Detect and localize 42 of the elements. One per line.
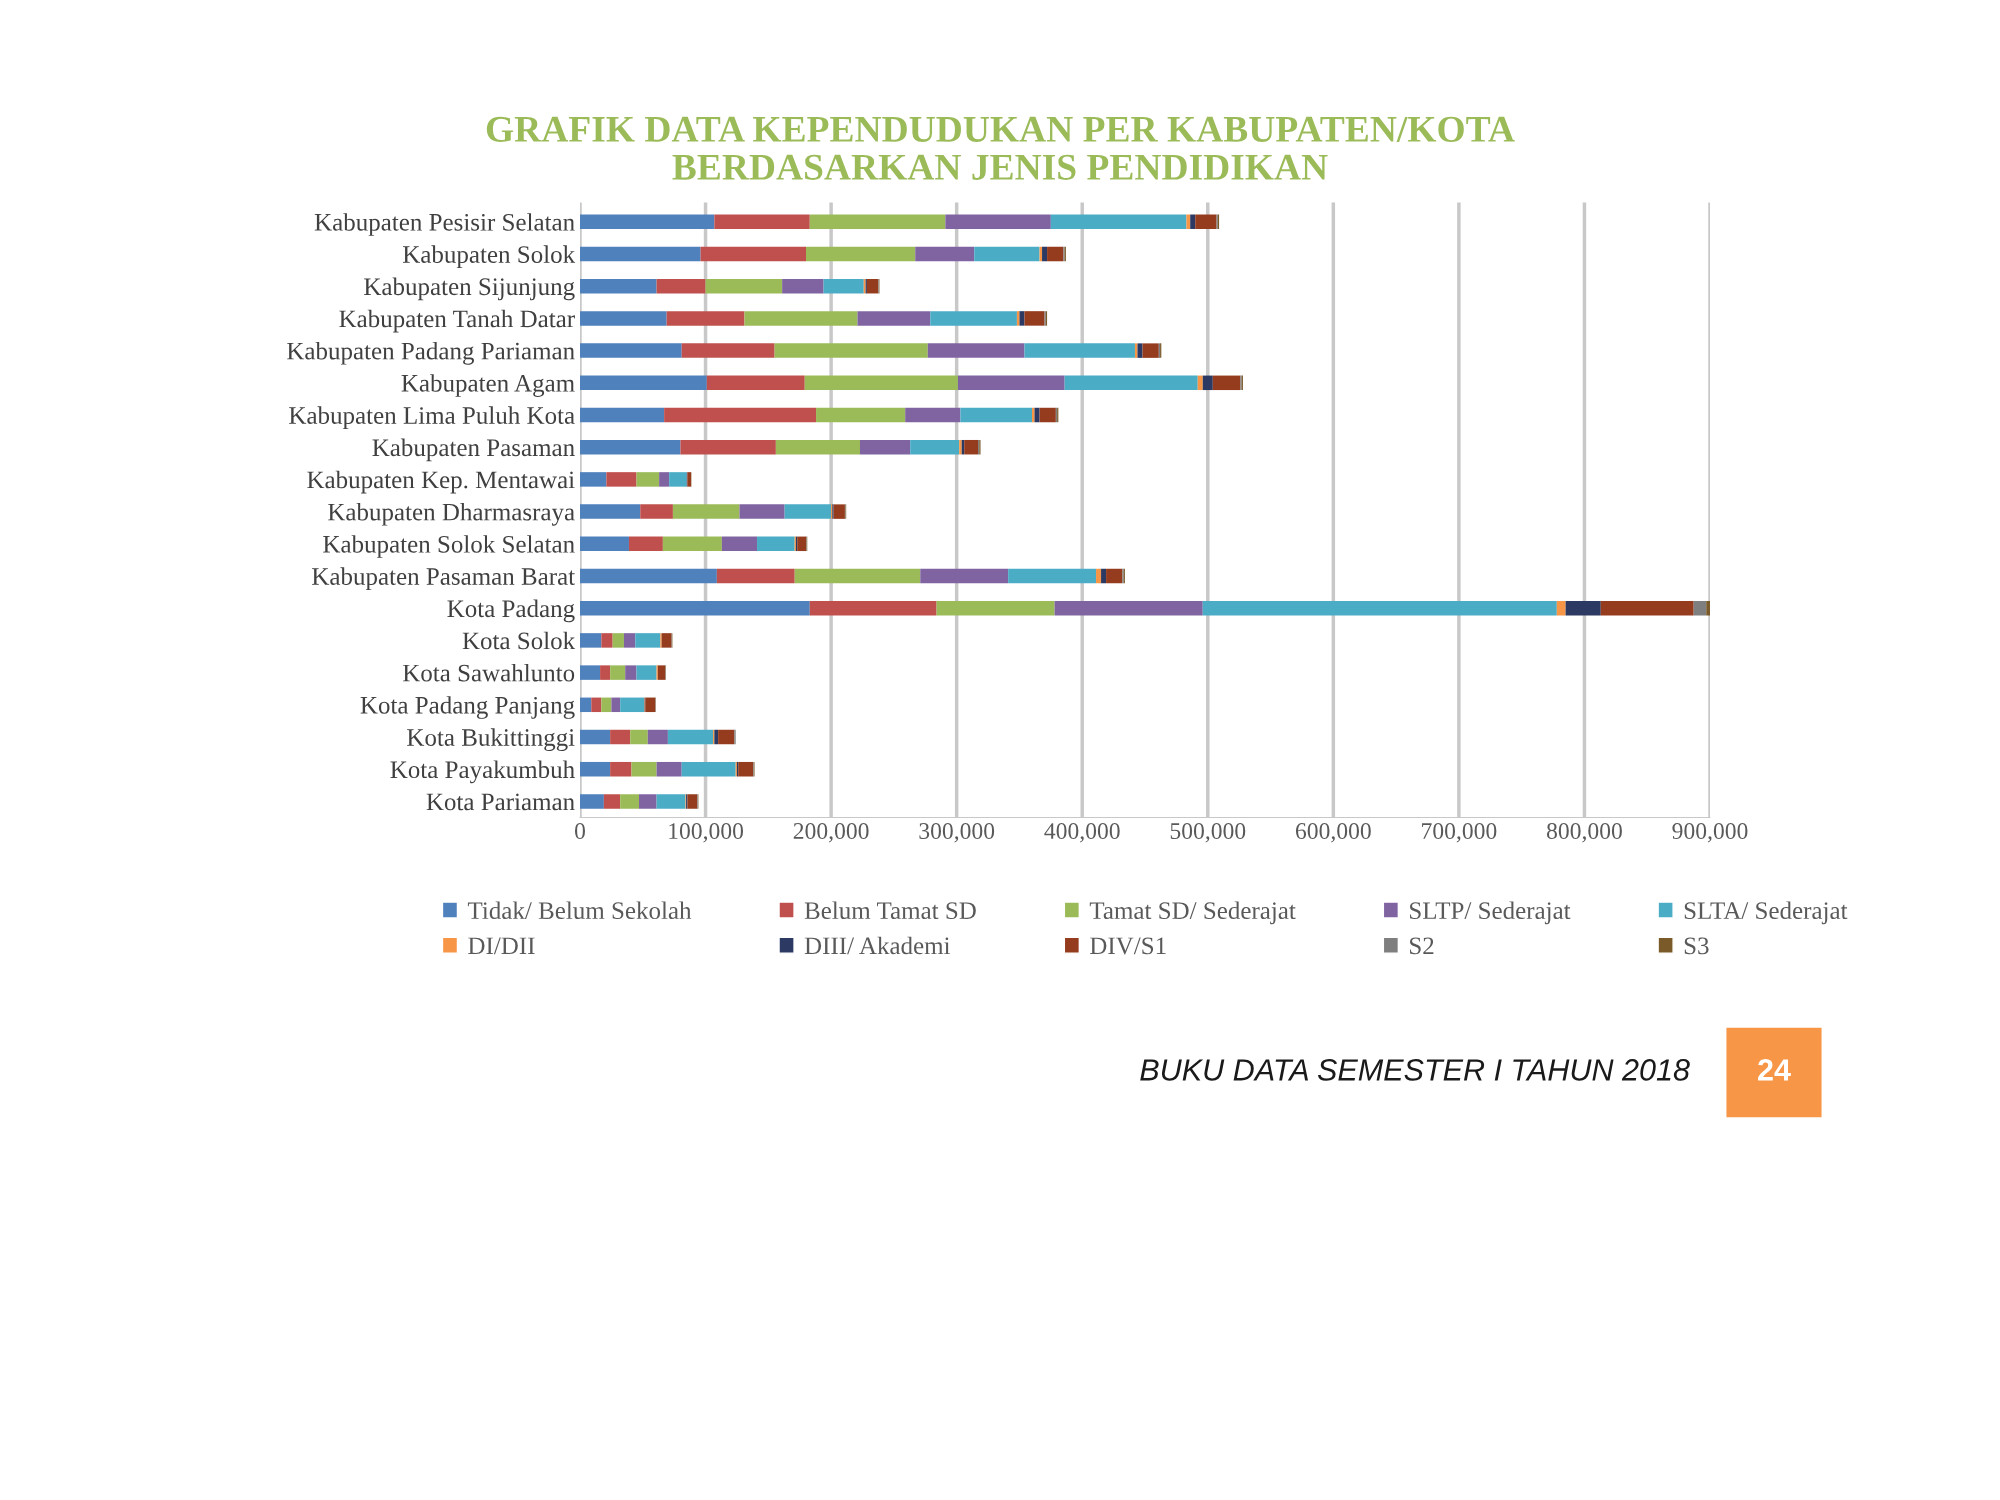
y-tick-label: Kabupaten Solok Selatan [323, 535, 575, 558]
y-tick-label: Kabupaten Kep. Mentawai [307, 470, 575, 494]
y-tick-label: Kabupaten Agam [401, 374, 575, 397]
x-tick-label: 0 [575, 823, 585, 839]
x-tick-label: 800,000 [1546, 823, 1622, 843]
x-tick-label: 600,000 [1295, 823, 1371, 843]
legend-label: Tidak/ Belum Sekolah [467, 901, 692, 920]
x-tick-label: 300,000 [919, 823, 995, 843]
y-tick-label: Kabupaten Padang Pariaman [287, 341, 575, 365]
legend-label: S3 [1684, 937, 1709, 955]
y-tick-label: Kabupaten Solok [402, 245, 576, 269]
x-tick-label: 100,000 [669, 823, 744, 843]
legend-label: S2 [1410, 937, 1434, 955]
y-tick-label: Kabupaten Tanah Datar [339, 309, 575, 333]
y-tick-label: Kabupaten Sijunjung [364, 277, 575, 301]
y-tick-label: Kota Padang [447, 599, 575, 623]
y-tick-label: Kota Solok [462, 631, 576, 650]
chart-title: GRAFIK DATA KEPENDUDUKAN PER KABUPATEN/KOTA BERDASARKAN JENIS PENDIDIKAN [486, 116, 1515, 180]
y-tick-label: Kabupaten Lima Puluh Kota [289, 406, 575, 430]
legend-label: SLTA/ Sederajat [1684, 901, 1848, 925]
y-tick-label: Kota Padang Panjang [360, 696, 575, 719]
legend-label: Belum Tamat SD [804, 901, 976, 920]
text: 24 [1758, 1059, 1791, 1081]
text: BUKU DATA SEMESTER I TAHUN 2018 [1140, 1059, 1690, 1081]
y-tick-label: Kota Pariaman [426, 793, 575, 811]
y-tick-label: Kota Payakumbuh [390, 760, 575, 784]
x-tick-label: 200,000 [793, 823, 869, 843]
y-tick-label: Kota Bukittinggi [407, 728, 575, 752]
legend-label: DI/DII [468, 937, 535, 955]
y-tick-label: Kabupaten Pasaman Barat [312, 567, 575, 591]
x-tick-label: 500,000 [1170, 823, 1246, 843]
y-tick-label: Kabupaten Dharmasraya [328, 502, 575, 526]
y-tick-label: Kabupaten Pesisir Selatan [314, 213, 575, 236]
x-tick-label: 700,000 [1422, 823, 1497, 843]
legend-label: Tamat SD/ Sederajat [1089, 901, 1296, 925]
y-tick-label: Kota Sawahlunto [402, 663, 575, 682]
legend-label: SLTP/ Sederajat [1410, 901, 1571, 925]
x-tick-label: 400,000 [1044, 823, 1120, 843]
y-tick-label: Kabupaten Pasaman [372, 438, 575, 462]
legend-label: DIV/S1 [1090, 937, 1166, 955]
x-tick-label: 900,000 [1672, 823, 1748, 843]
legend-label: DIII/ Akademi [804, 936, 951, 955]
